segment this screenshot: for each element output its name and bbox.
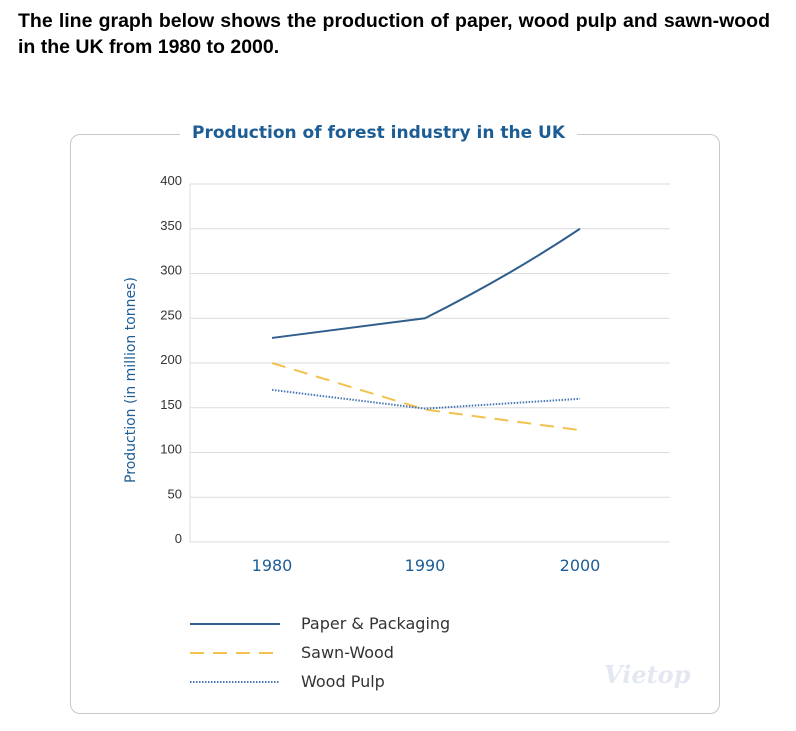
y-tick-label: 100 (160, 442, 182, 457)
task-prompt: The line graph below shows the productio… (18, 10, 770, 58)
legend-label: Paper & Packaging (301, 614, 450, 633)
y-tick-label: 150 (160, 397, 182, 412)
series-line-sawn-wood (271, 362, 581, 432)
x-tick-label: 1990 (405, 556, 446, 575)
y-tick-label: 300 (160, 263, 182, 278)
chart-title: Production of forest industry in the UK (180, 120, 578, 146)
y-tick-label: 400 (160, 173, 182, 188)
y-tick-label: 0 (175, 531, 182, 546)
y-tick-label: 350 (160, 218, 182, 233)
y-tick-label: 50 (168, 486, 182, 501)
y-axis-label: Production (in million tonnes) (123, 277, 139, 483)
y-tick-label: 250 (160, 307, 182, 322)
x-tick-label: 2000 (560, 556, 601, 575)
legend-label: Wood Pulp (301, 672, 385, 691)
legend-label: Sawn-Wood (301, 643, 394, 662)
x-tick-label: 1980 (252, 556, 293, 575)
series-line-wood-pulp (271, 388, 581, 410)
y-tick-label: 200 (160, 352, 182, 367)
watermark-logo: Vietop (604, 660, 691, 689)
series-line-paper-packaging (271, 227, 581, 339)
